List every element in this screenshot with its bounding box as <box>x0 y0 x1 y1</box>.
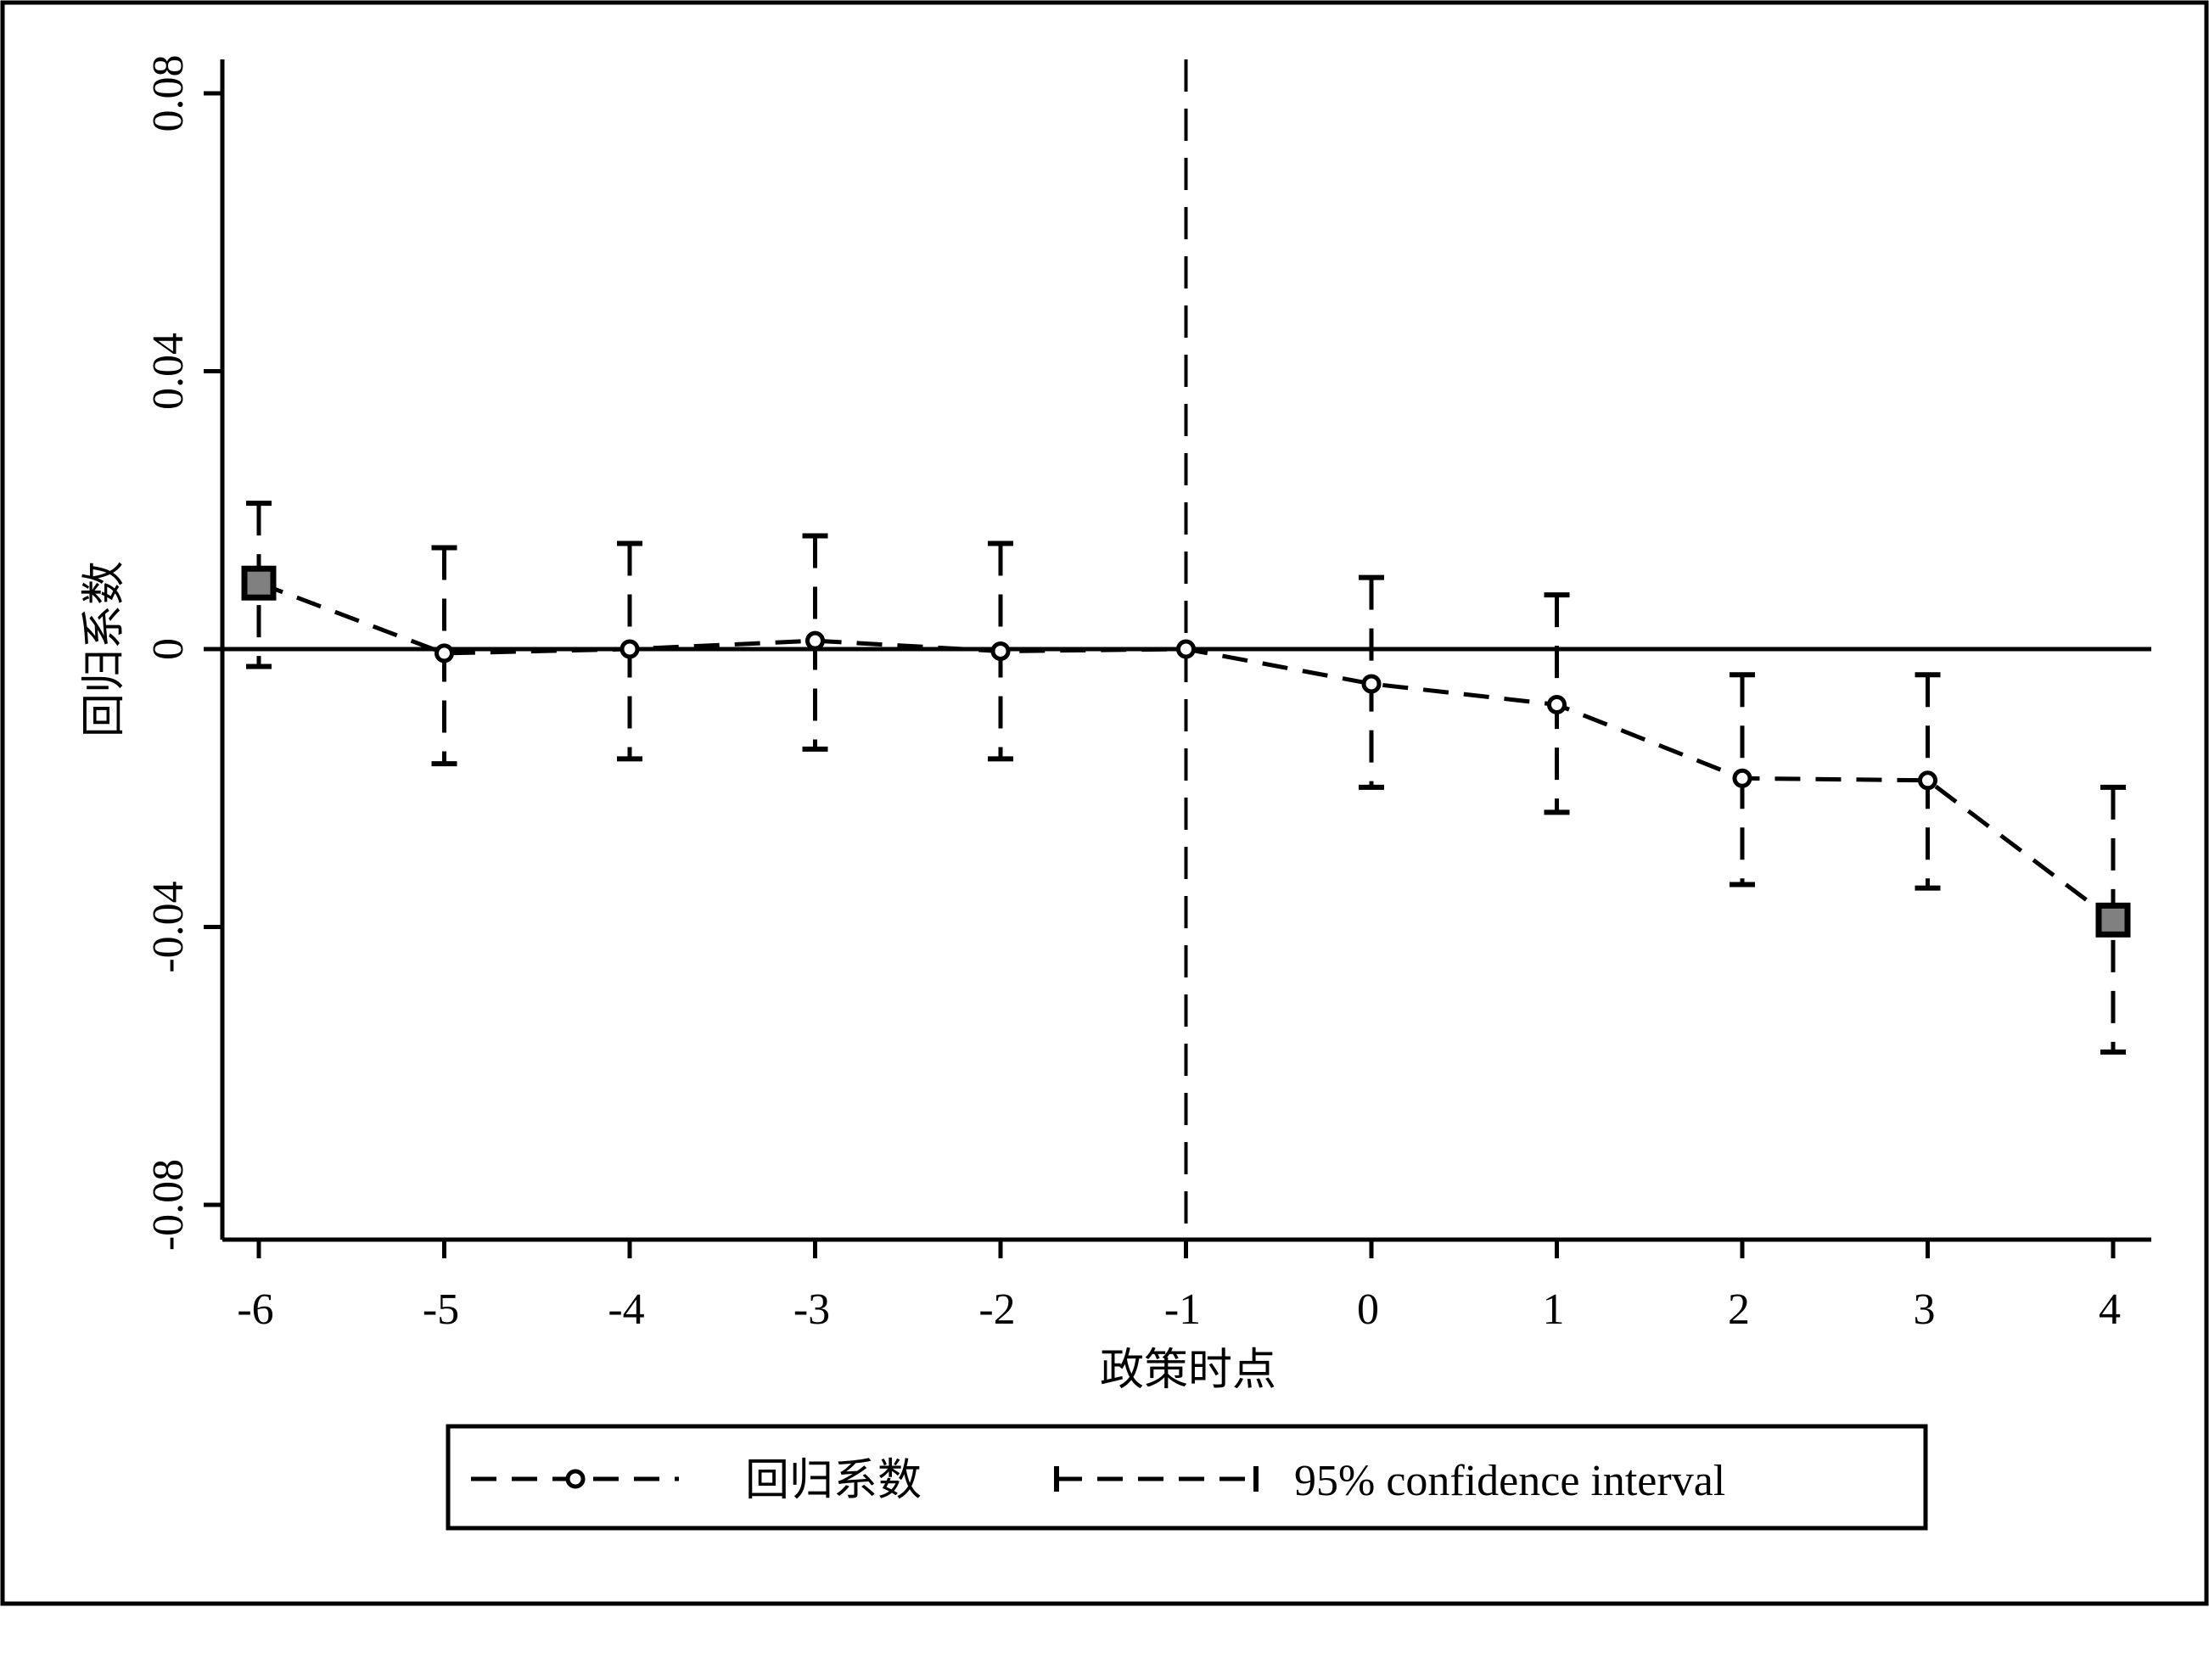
y-tick-label: -0.04 <box>144 881 193 972</box>
coefficient-point-square <box>241 565 277 601</box>
x-tick-label: -6 <box>237 1285 273 1334</box>
legend-coef-label: 回归系数 <box>745 1457 922 1505</box>
coefficient-point <box>1361 674 1382 694</box>
x-tick-label: -1 <box>1164 1285 1201 1334</box>
coefficient-point <box>990 641 1011 661</box>
coefficient-point <box>1176 639 1196 659</box>
legend-coef-marker <box>565 1469 586 1489</box>
x-axis-title: 政策时点 <box>1100 1347 1276 1395</box>
x-tick-label: 3 <box>1914 1285 1936 1334</box>
coefficient-point <box>620 639 640 659</box>
x-tick-label: 0 <box>1357 1285 1379 1334</box>
y-tick-label: -0.08 <box>144 1159 193 1251</box>
coefficient-point <box>1732 768 1752 788</box>
legend-ci-label: 95% confidence interval <box>1294 1457 1725 1505</box>
y-tick-label: 0.08 <box>144 55 193 132</box>
coefficient-point <box>1918 770 1937 791</box>
x-tick-label: -4 <box>608 1285 644 1334</box>
y-tick-label: 0 <box>144 638 193 660</box>
coefficient-point <box>435 643 454 664</box>
coefficient-point-square <box>2095 902 2131 938</box>
outer-frame <box>0 0 2209 1606</box>
x-tick-label: -3 <box>793 1285 830 1334</box>
x-tick-label: -5 <box>423 1285 459 1334</box>
legend: 回归系数 95% confidence interval <box>446 1424 1928 1531</box>
x-tick-label: 1 <box>1543 1285 1565 1334</box>
x-tick-label: -2 <box>978 1285 1015 1334</box>
y-axis-title: 回归系数 <box>81 561 129 737</box>
x-tick-label: 2 <box>1728 1285 1750 1334</box>
coefficient-point <box>1547 695 1567 714</box>
y-tick-label: 0.04 <box>144 333 193 410</box>
x-tick-label: 4 <box>2099 1285 2121 1334</box>
coefficient-point <box>805 630 825 651</box>
